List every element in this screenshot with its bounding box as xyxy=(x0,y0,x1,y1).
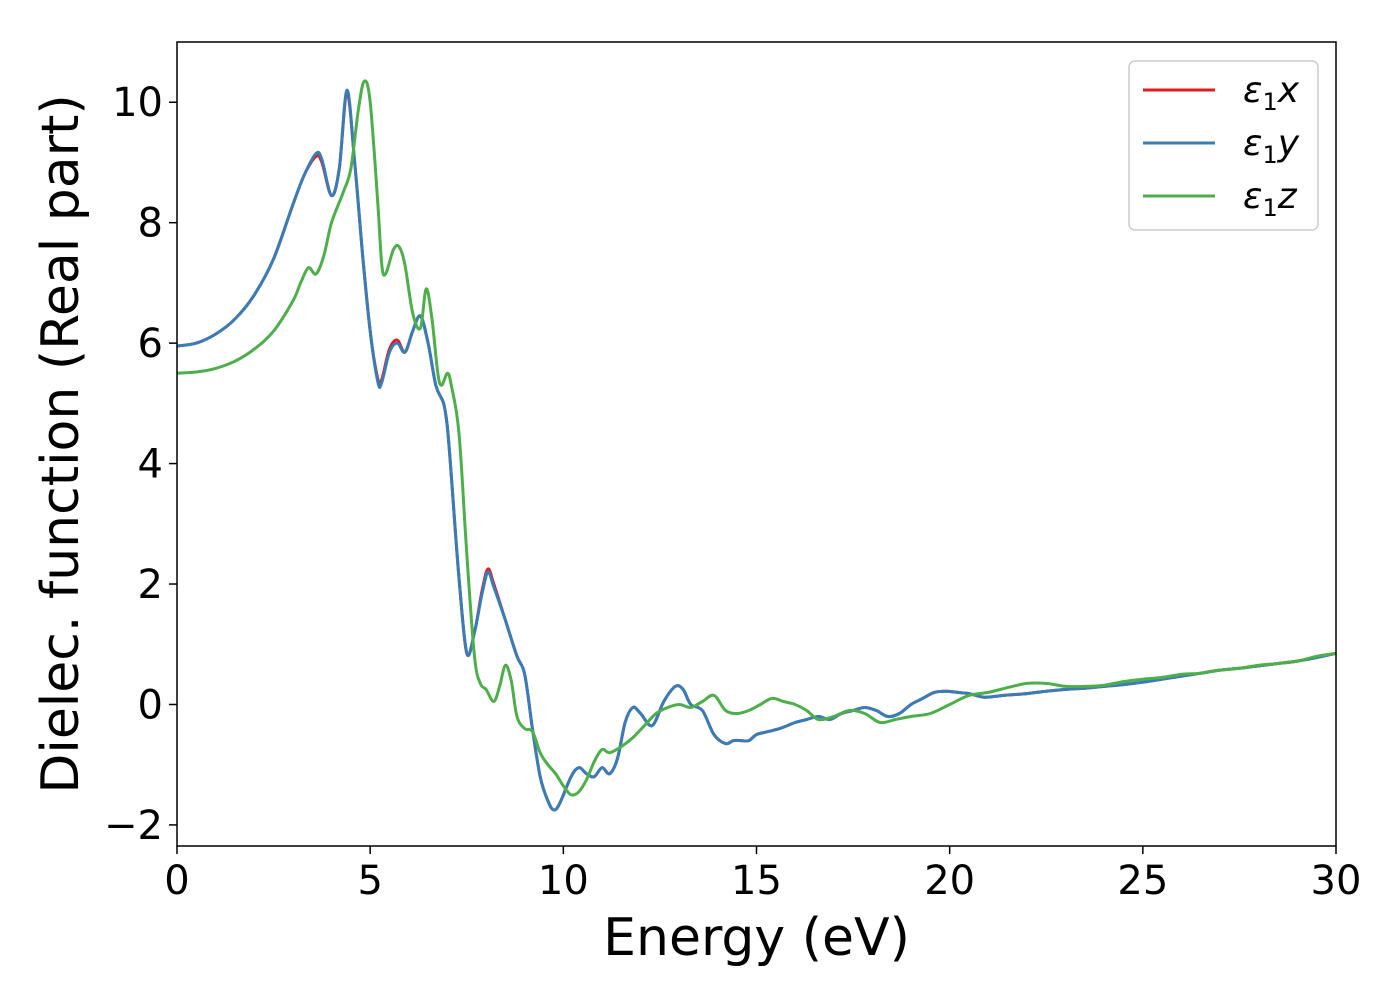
x-tick-label: 15 xyxy=(731,858,782,904)
y-axis-ticks: −2 0 2 4 6 8 10 xyxy=(104,80,177,849)
y-tick-label: 0 xyxy=(138,682,163,728)
y-axis-title: Dielec. function (Real part) xyxy=(31,94,91,793)
series-line-z xyxy=(177,79,1336,797)
legend-label: ε1x xyxy=(1243,70,1300,116)
x-axis-ticks: 0 5 10 15 20 25 30 xyxy=(164,846,1361,904)
plot-lines xyxy=(177,79,1336,812)
y-tick-label: −2 xyxy=(104,803,163,849)
legend-box xyxy=(1128,60,1319,231)
x-tick-label: 10 xyxy=(538,858,589,904)
legend-label: ε1y xyxy=(1243,123,1300,169)
x-tick-label: 30 xyxy=(1311,858,1362,904)
y-tick-label: 2 xyxy=(138,562,163,608)
x-tick-label: 25 xyxy=(1117,858,1168,904)
y-tick-label: 8 xyxy=(138,201,163,247)
legend-label: ε1z xyxy=(1243,176,1298,222)
x-tick-label: 5 xyxy=(357,858,382,904)
legend: ε1x ε1y ε1z xyxy=(1128,60,1319,231)
legend-item-x: ε1x xyxy=(1143,70,1300,116)
x-axis-title: Energy (eV) xyxy=(603,908,910,968)
series-line-y xyxy=(177,88,1336,812)
legend-item-y: ε1y xyxy=(1143,123,1300,169)
x-tick-label: 0 xyxy=(164,858,189,904)
x-tick-label: 20 xyxy=(924,858,975,904)
y-tick-label: 10 xyxy=(112,80,163,126)
y-tick-label: 6 xyxy=(138,321,163,367)
y-tick-label: 4 xyxy=(138,442,163,488)
legend-item-z: ε1z xyxy=(1143,176,1298,222)
